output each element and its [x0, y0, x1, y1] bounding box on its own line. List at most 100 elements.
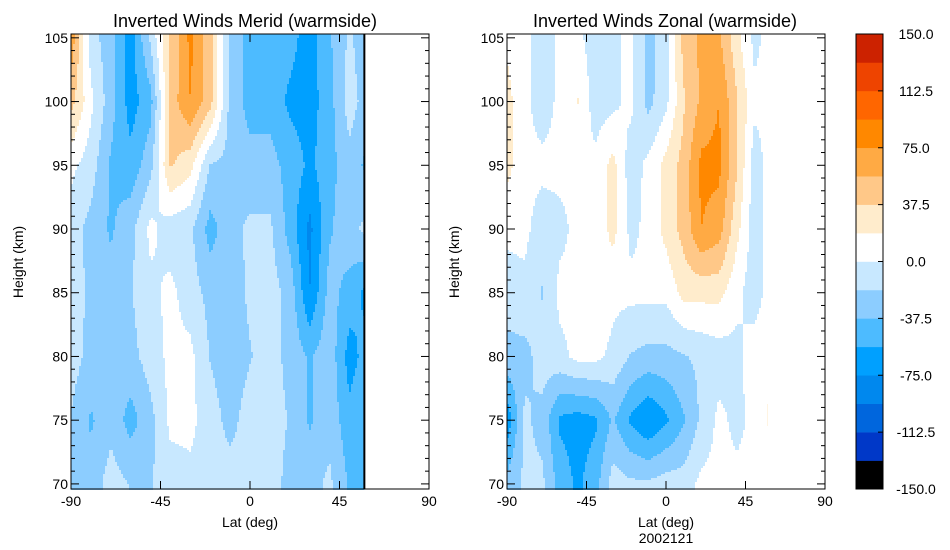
contour-cell	[733, 62, 743, 64]
contour-cell	[101, 56, 115, 58]
contour-cell	[87, 144, 99, 146]
contour-cell	[357, 108, 365, 110]
contour-cell	[625, 168, 643, 170]
contour-cell	[357, 104, 365, 106]
contour-cell	[71, 306, 85, 308]
contour-cell	[685, 90, 699, 92]
contour-cell	[157, 44, 163, 46]
contour-cell	[745, 86, 768, 88]
contour-cell	[133, 188, 147, 190]
contour-cell	[149, 248, 155, 250]
contour-cell	[671, 136, 681, 138]
contour-cell	[341, 428, 365, 430]
contour-cell	[71, 176, 73, 178]
contour-cell	[179, 58, 189, 60]
contour-cell	[229, 72, 243, 74]
contour-cell	[293, 284, 301, 286]
contour-cell	[97, 170, 109, 172]
contour-cell	[155, 448, 187, 450]
contour-cell	[217, 60, 223, 62]
contour-cell	[217, 96, 223, 98]
contour-cell	[75, 94, 83, 96]
contour-cell	[351, 266, 365, 268]
contour-cell	[311, 248, 321, 250]
contour-cell	[737, 142, 745, 144]
contour-cell	[753, 144, 761, 146]
contour-cell	[661, 164, 677, 166]
contour-cell	[85, 278, 133, 280]
contour-cell	[697, 66, 725, 68]
contour-cell	[197, 416, 221, 418]
contour-cell	[281, 486, 323, 488]
contour-cell	[83, 80, 91, 82]
contour-cell	[71, 456, 109, 458]
contour-cell	[209, 356, 253, 358]
contour-cell	[307, 408, 313, 410]
contour-cell	[155, 442, 175, 444]
contour-cell	[327, 466, 331, 468]
contour-cell	[669, 64, 675, 66]
contour-cell	[217, 44, 223, 46]
contour-cell	[655, 68, 669, 70]
contour-cell	[335, 136, 365, 138]
contour-cell	[145, 60, 153, 62]
contour-cell	[191, 170, 201, 172]
contour-cell	[655, 54, 669, 56]
contour-cell	[553, 106, 589, 108]
contour-cell	[217, 42, 223, 44]
contour-cell	[753, 50, 759, 52]
contour-cell	[137, 222, 149, 224]
contour-cell	[193, 440, 227, 442]
contour-cell	[317, 86, 333, 88]
contour-cell	[725, 72, 735, 74]
contour-cell	[227, 126, 247, 128]
contour-cell	[147, 378, 165, 380]
contour-cell	[643, 168, 661, 170]
contour-cell	[507, 162, 513, 164]
contour-cell	[115, 62, 125, 64]
contour-cell	[127, 430, 135, 432]
contour-cell	[359, 100, 365, 102]
contour-cell	[303, 302, 317, 304]
contour-cell	[317, 172, 337, 174]
contour-cell	[245, 386, 283, 388]
contour-cell	[621, 44, 633, 46]
contour-cell	[357, 86, 365, 88]
contour-cell	[729, 148, 737, 150]
panel-title-zonal: Inverted Winds Zonal (warmside)	[533, 11, 797, 31]
contour-cell	[677, 102, 685, 104]
contour-cell	[137, 88, 151, 90]
contour-cell	[73, 54, 79, 56]
contour-cell	[165, 174, 191, 176]
contour-cell	[229, 444, 231, 446]
contour-cell	[357, 358, 365, 360]
contour-cell	[135, 322, 163, 324]
contour-cell	[537, 132, 549, 134]
contour-cell	[745, 138, 753, 140]
contour-cell	[335, 214, 365, 216]
contour-cell	[85, 316, 135, 318]
contour-cell	[161, 106, 165, 108]
contour-cell	[217, 106, 223, 108]
contour-cell	[249, 366, 283, 368]
contour-cell	[339, 414, 365, 416]
contour-cell	[157, 222, 195, 224]
contour-cell	[165, 142, 169, 144]
contour-cell	[71, 304, 85, 306]
contour-cell	[683, 56, 697, 58]
contour-cell	[729, 132, 737, 134]
contour-cell	[349, 390, 351, 392]
contour-cell	[745, 84, 768, 86]
contour-cell	[89, 66, 103, 68]
contour-cell	[507, 138, 513, 140]
contour-cell	[229, 84, 243, 86]
contour-cell	[151, 98, 157, 100]
contour-cell	[125, 66, 135, 68]
contour-cell	[221, 418, 239, 420]
contour-cell	[507, 128, 513, 130]
contour-cell	[691, 158, 699, 160]
contour-cell	[733, 64, 743, 66]
contour-cell	[307, 380, 313, 382]
contour-cell	[335, 126, 347, 128]
contour-cell	[347, 120, 353, 122]
